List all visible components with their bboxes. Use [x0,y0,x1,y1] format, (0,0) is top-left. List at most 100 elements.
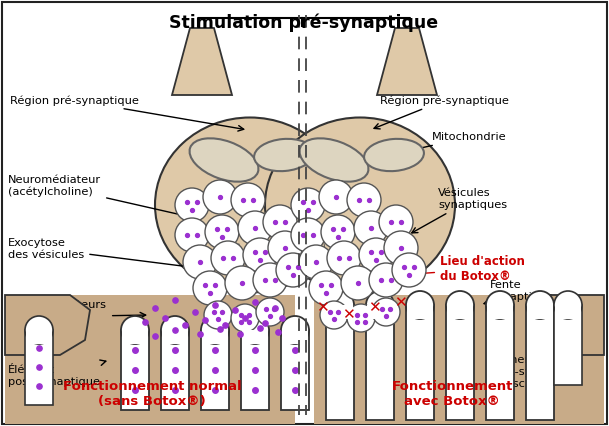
Bar [122,330,148,344]
Ellipse shape [486,291,514,319]
Ellipse shape [211,241,245,275]
Ellipse shape [121,316,149,344]
Bar [201,330,229,410]
Bar [526,305,554,420]
Ellipse shape [326,291,354,319]
Text: ✕: ✕ [393,296,406,311]
Ellipse shape [341,266,375,300]
Text: Lieu d'action
du Botox®: Lieu d'action du Botox® [404,255,525,283]
Text: ✕: ✕ [315,300,328,316]
Text: Exocytose
des vésicules: Exocytose des vésicules [8,238,194,270]
Ellipse shape [392,253,426,287]
Text: Stimulation pré-synaptique: Stimulation pré-synaptique [169,14,438,32]
Bar [406,305,434,420]
Bar [327,305,353,319]
Ellipse shape [193,271,227,305]
Ellipse shape [243,238,277,272]
Bar [486,305,514,420]
Text: Neuromédiateurs
dans la fente
synaptique: Neuromédiateurs dans la fente synaptique [8,300,146,333]
Text: Région pré-synaptique: Région pré-synaptique [374,95,509,129]
Ellipse shape [256,298,284,326]
Ellipse shape [320,301,348,329]
Text: Mitochondrie: Mitochondrie [394,132,507,155]
Ellipse shape [281,316,309,344]
Ellipse shape [155,118,345,293]
Ellipse shape [369,263,403,297]
Ellipse shape [364,139,424,171]
Ellipse shape [175,218,209,252]
Ellipse shape [25,316,53,344]
Ellipse shape [205,215,239,249]
Polygon shape [172,28,232,95]
Text: ✕: ✕ [342,308,354,322]
Ellipse shape [276,253,310,287]
Text: Vésicules
synaptiques: Vésicules synaptiques [412,188,507,233]
Ellipse shape [238,211,272,245]
Ellipse shape [526,291,554,319]
Ellipse shape [554,291,582,319]
Ellipse shape [354,211,388,245]
Ellipse shape [225,266,259,300]
Polygon shape [5,295,295,424]
Bar [241,330,269,410]
Text: Neuromédiateur
(acétylcholine): Neuromédiateur (acétylcholine) [8,175,191,219]
Ellipse shape [175,188,209,222]
Ellipse shape [161,316,189,344]
Ellipse shape [254,139,314,171]
Bar [554,305,582,385]
Ellipse shape [201,316,229,344]
Ellipse shape [231,183,265,217]
Text: Région pré-synaptique: Région pré-synaptique [10,95,244,131]
Bar [367,305,393,319]
Polygon shape [540,295,604,355]
Ellipse shape [265,118,455,293]
Ellipse shape [321,215,355,249]
Bar [446,305,474,420]
Bar [366,305,394,420]
Bar [487,305,513,319]
Bar [161,330,189,410]
Bar [121,330,149,410]
Bar [26,330,52,344]
Ellipse shape [309,271,343,305]
Text: ✕: ✕ [368,300,381,316]
Text: Fonctionnement
avec Botox®: Fonctionnement avec Botox® [392,380,513,408]
Ellipse shape [253,263,287,297]
Ellipse shape [327,241,361,275]
Ellipse shape [263,205,297,239]
Text: Élément
post-synaptique
(muscle): Élément post-synaptique (muscle) [490,343,582,388]
Ellipse shape [183,245,217,279]
Text: Fente
synaptique: Fente synaptique [484,280,553,305]
Polygon shape [5,295,90,355]
Ellipse shape [241,316,269,344]
Ellipse shape [359,238,393,272]
Bar [527,305,553,319]
Ellipse shape [299,245,333,279]
Polygon shape [377,28,437,95]
Bar [242,330,268,344]
Ellipse shape [268,231,302,265]
Bar [447,305,473,319]
Bar [25,330,53,405]
Ellipse shape [203,180,237,214]
Ellipse shape [372,298,400,326]
Ellipse shape [406,291,434,319]
Ellipse shape [446,291,474,319]
Ellipse shape [291,218,325,252]
Ellipse shape [231,304,259,332]
Ellipse shape [204,301,232,329]
Ellipse shape [291,188,325,222]
Ellipse shape [379,205,413,239]
Bar [555,305,581,319]
Ellipse shape [319,180,353,214]
Ellipse shape [366,291,394,319]
Ellipse shape [347,183,381,217]
Bar [162,330,188,344]
Polygon shape [314,295,604,424]
Ellipse shape [347,304,375,332]
Ellipse shape [384,231,418,265]
Bar [407,305,433,319]
Ellipse shape [189,138,258,181]
Text: Élément
post-synaptique: Élément post-synaptique [8,360,106,387]
Bar [282,330,308,344]
